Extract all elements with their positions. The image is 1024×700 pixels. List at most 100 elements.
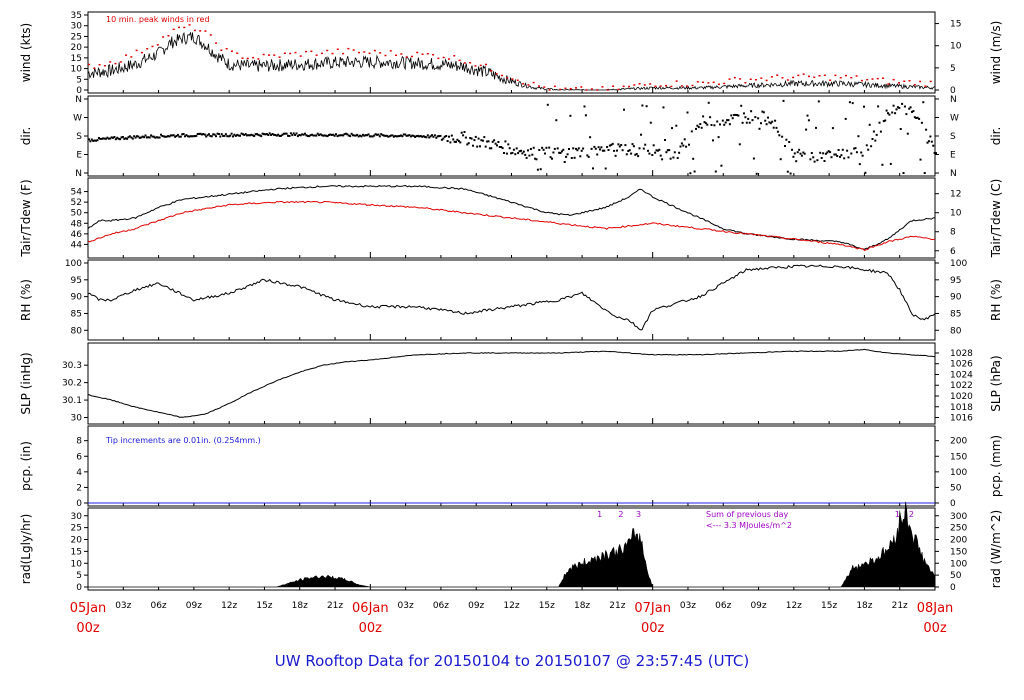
dir-point <box>222 134 225 137</box>
dir-point <box>877 105 880 108</box>
y-tick-label-right: S <box>950 132 956 142</box>
dir-point <box>168 135 171 138</box>
y-tick-label-left: W <box>73 114 82 124</box>
dir-point <box>704 122 707 125</box>
dir-point <box>280 134 282 137</box>
dir-point <box>223 134 226 137</box>
dir-point <box>716 120 719 123</box>
y-axis-label-right: rad (W/m^2) <box>989 510 1003 588</box>
series-line-RH <box>87 264 936 331</box>
dir-point <box>839 155 841 158</box>
dir-point <box>613 149 616 152</box>
dir-point <box>887 112 889 115</box>
dir-point <box>882 120 885 123</box>
y-tick-label-left: 48 <box>71 219 83 229</box>
dir-point <box>741 121 744 124</box>
dir-point <box>868 123 871 126</box>
dir-point <box>875 133 878 136</box>
panel-5: 30 30.1 30.2 30.3 10161018102010221024102610… <box>19 342 1003 425</box>
dir-point <box>560 150 563 153</box>
dir-point <box>596 153 599 156</box>
dir-point <box>871 138 874 140</box>
dir-point <box>359 134 361 137</box>
y-tick-label-right: 100 <box>950 559 967 569</box>
dir-point <box>308 135 311 138</box>
dir-point <box>224 133 227 136</box>
x-tick-label: 06z <box>715 601 731 611</box>
dir-point <box>284 132 287 135</box>
y-tick-label-left: 6 <box>76 452 82 462</box>
dir-point <box>522 150 525 153</box>
dir-point <box>731 117 734 120</box>
dir-point <box>230 132 233 135</box>
dir-point <box>282 132 285 135</box>
dir-point <box>536 168 539 171</box>
dir-point <box>847 156 850 159</box>
dir-point <box>699 123 702 126</box>
dir-point <box>631 143 634 146</box>
dir-point <box>422 135 425 138</box>
dir-point <box>92 139 95 142</box>
dir-point <box>565 155 568 158</box>
daily-sum-note: Sum of previous day <box>706 510 788 519</box>
series-line-wind <box>87 31 936 91</box>
dir-point <box>127 136 130 139</box>
dir-point <box>322 134 325 137</box>
dir-point <box>476 145 479 148</box>
dir-point <box>473 139 476 142</box>
dir-point <box>812 156 815 159</box>
dir-point <box>426 134 429 137</box>
dir-point <box>354 134 357 137</box>
dir-point <box>702 115 705 118</box>
dir-point <box>263 133 265 136</box>
y-tick-label-right: N <box>950 95 957 105</box>
dir-point <box>306 135 309 137</box>
dir-point <box>623 108 625 111</box>
dir-point <box>472 144 474 147</box>
dir-point <box>680 142 683 145</box>
dir-point <box>505 152 508 155</box>
dir-point <box>137 135 140 138</box>
dir-point <box>161 135 164 137</box>
dir-point <box>655 149 658 152</box>
dir-point <box>181 133 184 136</box>
dir-point <box>488 147 491 150</box>
dir-point <box>597 146 600 149</box>
dir-point <box>182 133 185 135</box>
dir-point <box>549 156 552 159</box>
dir-point <box>295 132 298 135</box>
dir-point <box>95 139 98 142</box>
x-tick-label: 12z <box>221 601 237 611</box>
dir-point <box>662 106 665 109</box>
dir-point <box>888 113 891 116</box>
dir-point <box>685 145 688 148</box>
x-tick-label: 09z <box>750 601 766 611</box>
dir-point <box>448 135 450 138</box>
dir-point <box>545 146 548 149</box>
y-tick-label-left: 4 <box>76 468 82 478</box>
dir-point <box>925 128 928 131</box>
y-axis-label-right: Tair/Tdew (C) <box>989 179 1003 259</box>
dir-point <box>285 132 288 135</box>
dir-point <box>625 153 628 156</box>
dir-point <box>316 132 319 135</box>
dir-point <box>833 153 836 156</box>
y-tick-label-left: 20 <box>71 536 83 546</box>
y-tick-label-left: 95 <box>71 276 82 286</box>
dir-point <box>649 121 652 124</box>
dir-point <box>781 135 784 138</box>
dir-point <box>131 137 134 140</box>
dir-point <box>703 121 706 124</box>
dir-point <box>913 116 916 119</box>
y-tick-label-right: 1016 <box>950 414 973 424</box>
dir-point <box>786 170 789 173</box>
panel-4: 80 85 90 95 100 80 85 90 95 100 RH (%) RH (%) <box>19 259 1003 341</box>
dir-point <box>528 154 531 157</box>
dir-point <box>695 127 697 130</box>
dir-point <box>733 114 736 116</box>
dir-point <box>405 134 408 137</box>
dir-point <box>604 167 607 170</box>
dir-point <box>918 117 921 120</box>
dir-point <box>418 135 421 138</box>
dir-point <box>164 135 167 138</box>
